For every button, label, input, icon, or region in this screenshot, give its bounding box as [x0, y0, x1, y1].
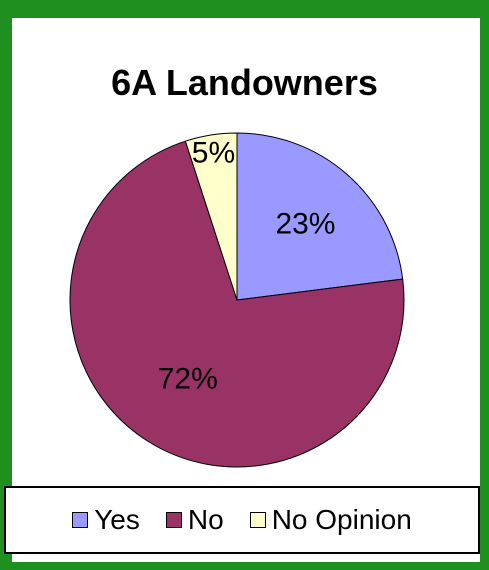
legend-item-yes: Yes [72, 504, 140, 536]
chart-title: 6A Landowners [111, 62, 378, 103]
legend-item-no-opinion: No Opinion [249, 504, 412, 536]
legend: Yes No No Opinion [4, 486, 480, 554]
legend-swatch-no-opinion [249, 512, 266, 528]
legend-label-no-opinion: No Opinion [271, 504, 412, 535]
legend-swatch-no [165, 512, 182, 528]
slice-label-no: 72% [158, 363, 218, 396]
slice-label-no-opinion: 5% [192, 137, 235, 170]
legend-label-no: No [187, 504, 224, 535]
legend-item-no: No [165, 504, 224, 536]
legend-label-yes: Yes [94, 504, 140, 535]
slice-label-yes: 23% [275, 207, 335, 240]
pie-slice-no [69, 140, 405, 468]
legend-swatch-yes [72, 512, 89, 528]
pie-slice-yes [236, 132, 404, 301]
pie-slice-no-opinion [184, 132, 238, 301]
